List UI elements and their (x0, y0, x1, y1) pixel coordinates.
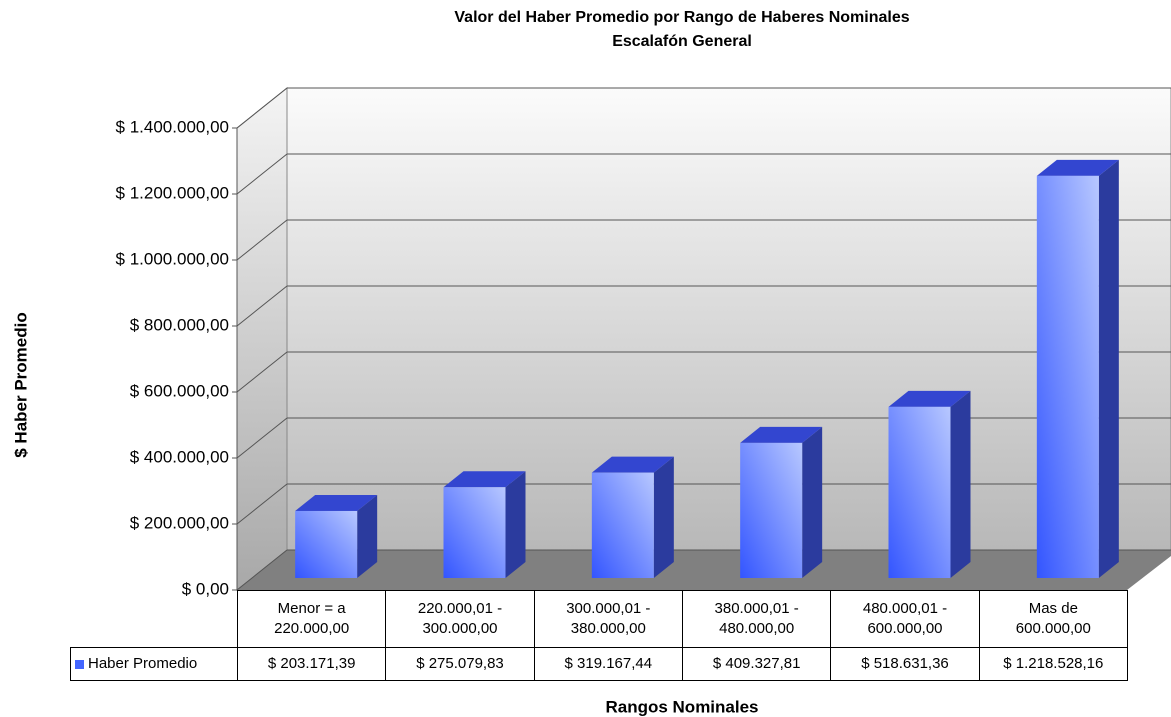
bar (591, 472, 654, 578)
chart-subtitle: Escalafón General (612, 33, 752, 50)
grid-line (236, 219, 288, 261)
grid-line (236, 483, 288, 525)
value-label: $ 518.631,36 (830, 647, 980, 681)
bar-side (1098, 159, 1119, 578)
category-label: 300.000,01 - 380.000,00 (533, 590, 683, 648)
y-tick-label: $ 400.000,00 (130, 447, 229, 466)
y-axis-label: $ Haber Promedio (11, 312, 30, 458)
legend-label: Haber Promedio (88, 655, 198, 672)
value-label: $ 319.167,44 (533, 647, 683, 681)
side-wall (236, 86, 288, 592)
bar (1036, 175, 1099, 578)
value-label: $ 409.327,81 (682, 647, 832, 681)
bar-side (653, 456, 674, 578)
y-tick-label: $ 200.000,00 (130, 513, 229, 532)
category-label: Menor = a 220.000,00 (237, 590, 387, 648)
bar-top (591, 456, 674, 473)
grid-line (236, 153, 288, 195)
bar-top (888, 390, 971, 407)
grid-line (236, 87, 288, 129)
category-label: Mas de 600.000,00 (978, 590, 1128, 648)
grid-line (236, 417, 288, 459)
bar-side (950, 390, 971, 578)
grid-line (236, 285, 288, 327)
y-tick-label: $ 800.000,00 (130, 315, 229, 334)
bar (740, 442, 803, 578)
category-label: 380.000,01 - 480.000,00 (682, 590, 832, 648)
x-axis-label: Rangos Nominales (605, 697, 758, 716)
y-tick-label: $ 1.200.000,00 (116, 183, 229, 202)
category-label: 220.000,01 - 300.000,00 (385, 590, 535, 648)
bar-side (505, 471, 526, 578)
bar-side (802, 426, 823, 578)
value-label: $ 275.079,83 (385, 647, 535, 681)
bar-top (295, 494, 378, 511)
grid-line (236, 351, 288, 393)
bar-top (443, 471, 526, 488)
legend-swatch (75, 659, 84, 669)
bar (888, 406, 951, 578)
category-label: 480.000,01 - 600.000,00 (830, 590, 980, 648)
bar (295, 510, 358, 578)
bar-top (740, 426, 823, 443)
value-label: $ 1.218.528,16 (978, 647, 1128, 681)
y-tick-label: $ 0,00 (182, 579, 229, 598)
chart-title: Valor del Haber Promedio por Rango de Ha… (454, 9, 909, 26)
bar-side (357, 494, 378, 578)
value-label: $ 203.171,39 (237, 647, 387, 681)
y-tick-label: $ 1.400.000,00 (116, 117, 229, 136)
grid-line (236, 549, 288, 591)
legend-entry: Haber Promedio (70, 647, 238, 681)
y-tick-label: $ 1.000.000,00 (116, 249, 229, 268)
bar (443, 487, 506, 578)
y-tick-label: $ 600.000,00 (130, 381, 229, 400)
bar-top (1036, 159, 1119, 176)
